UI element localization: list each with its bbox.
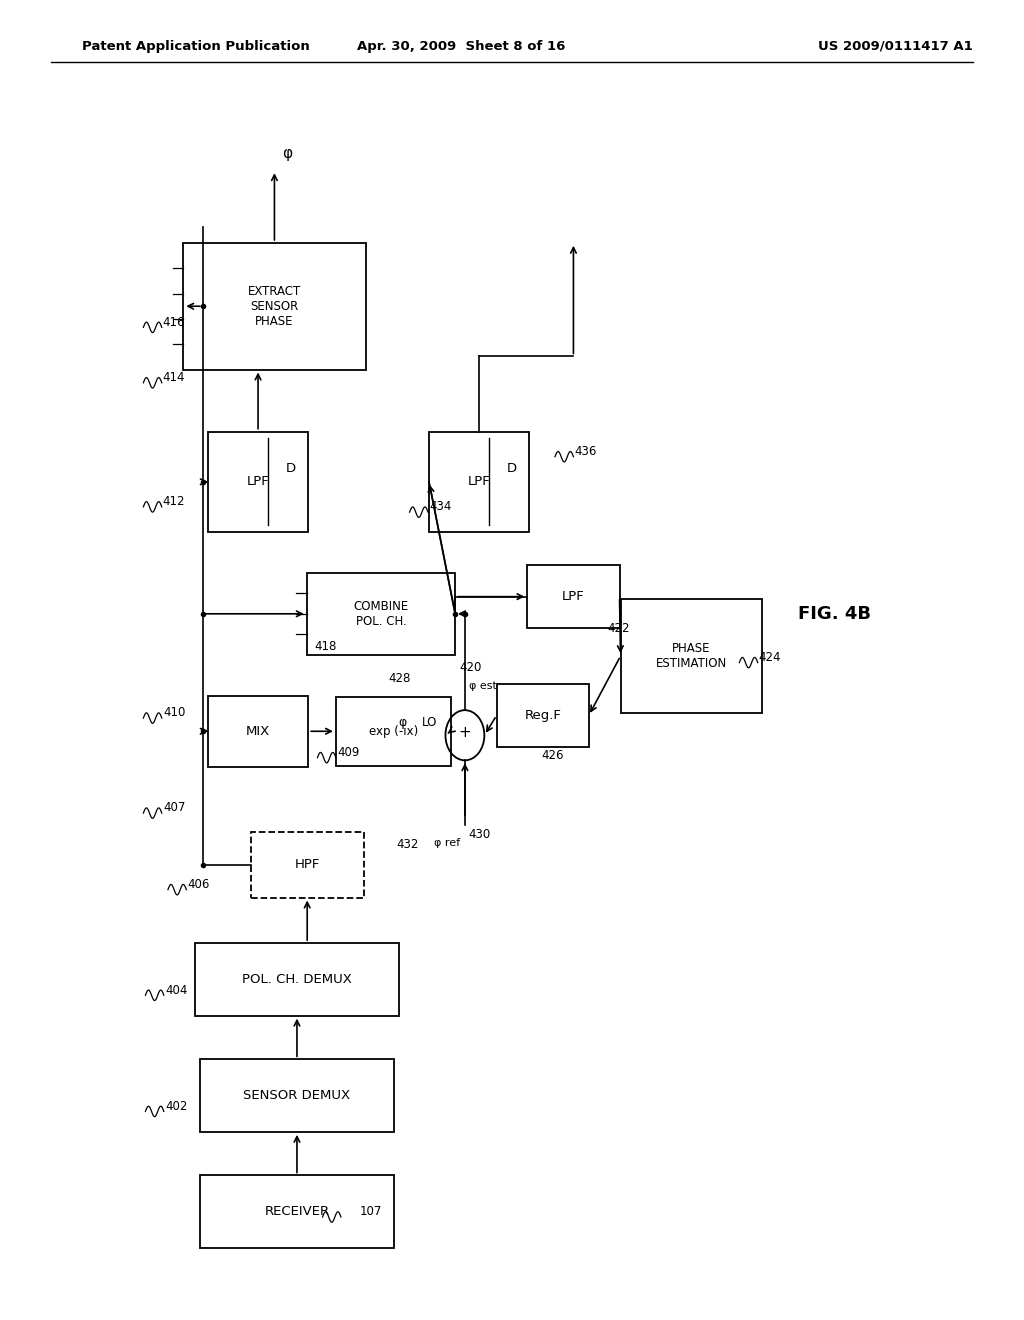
Text: exp (-ix): exp (-ix) xyxy=(369,725,418,738)
Text: LPF: LPF xyxy=(468,475,490,488)
Text: 402: 402 xyxy=(165,1100,187,1113)
Text: 420: 420 xyxy=(460,661,482,675)
Text: 416: 416 xyxy=(163,315,185,329)
Text: 418: 418 xyxy=(314,640,337,653)
Text: POL. CH. DEMUX: POL. CH. DEMUX xyxy=(242,973,352,986)
Text: 407: 407 xyxy=(163,801,185,814)
Text: RECEIVER: RECEIVER xyxy=(264,1205,330,1218)
FancyBboxPatch shape xyxy=(527,565,620,628)
Text: 404: 404 xyxy=(165,983,187,997)
FancyBboxPatch shape xyxy=(307,573,455,655)
FancyBboxPatch shape xyxy=(497,684,589,747)
Text: COMBINE
POL. CH.: COMBINE POL. CH. xyxy=(353,599,409,628)
Text: 414: 414 xyxy=(163,371,185,384)
Text: Reg.F: Reg.F xyxy=(524,709,561,722)
Text: 412: 412 xyxy=(163,495,185,508)
Text: Patent Application Publication: Patent Application Publication xyxy=(82,40,309,53)
Text: LO: LO xyxy=(422,715,437,729)
Text: 426: 426 xyxy=(542,748,564,762)
Text: φ est: φ est xyxy=(469,681,497,692)
Text: 422: 422 xyxy=(607,622,630,635)
FancyBboxPatch shape xyxy=(621,599,762,713)
Text: MIX: MIX xyxy=(246,725,270,738)
Text: φ: φ xyxy=(282,145,292,161)
FancyBboxPatch shape xyxy=(336,697,451,766)
FancyBboxPatch shape xyxy=(208,432,308,532)
Text: PHASE
ESTIMATION: PHASE ESTIMATION xyxy=(655,642,727,671)
Text: 428: 428 xyxy=(388,672,411,685)
FancyBboxPatch shape xyxy=(208,696,308,767)
FancyBboxPatch shape xyxy=(200,1175,394,1249)
Text: LPF: LPF xyxy=(247,475,269,488)
Text: US 2009/0111417 A1: US 2009/0111417 A1 xyxy=(818,40,973,53)
Text: 430: 430 xyxy=(468,828,490,841)
Text: 432: 432 xyxy=(396,838,419,851)
Text: FIG. 4B: FIG. 4B xyxy=(798,605,871,623)
Text: D: D xyxy=(507,462,517,475)
Text: 436: 436 xyxy=(574,445,597,458)
Text: 107: 107 xyxy=(359,1205,382,1218)
FancyBboxPatch shape xyxy=(195,942,399,1016)
Text: 406: 406 xyxy=(187,878,210,891)
Text: Apr. 30, 2009  Sheet 8 of 16: Apr. 30, 2009 Sheet 8 of 16 xyxy=(356,40,565,53)
Text: HPF: HPF xyxy=(295,858,319,871)
Text: +: + xyxy=(459,725,471,741)
Text: 434: 434 xyxy=(429,500,452,513)
Text: LPF: LPF xyxy=(562,590,585,603)
FancyBboxPatch shape xyxy=(429,432,529,532)
Text: φ ref: φ ref xyxy=(433,838,460,849)
Text: D: D xyxy=(286,462,296,475)
Text: φ: φ xyxy=(398,715,407,729)
Text: 424: 424 xyxy=(759,651,781,664)
FancyBboxPatch shape xyxy=(251,832,364,898)
FancyBboxPatch shape xyxy=(183,243,366,370)
Text: 410: 410 xyxy=(163,706,185,719)
Text: 409: 409 xyxy=(337,746,359,759)
Text: SENSOR DEMUX: SENSOR DEMUX xyxy=(244,1089,350,1102)
Text: EXTRACT
SENSOR
PHASE: EXTRACT SENSOR PHASE xyxy=(248,285,301,327)
FancyBboxPatch shape xyxy=(200,1059,394,1131)
